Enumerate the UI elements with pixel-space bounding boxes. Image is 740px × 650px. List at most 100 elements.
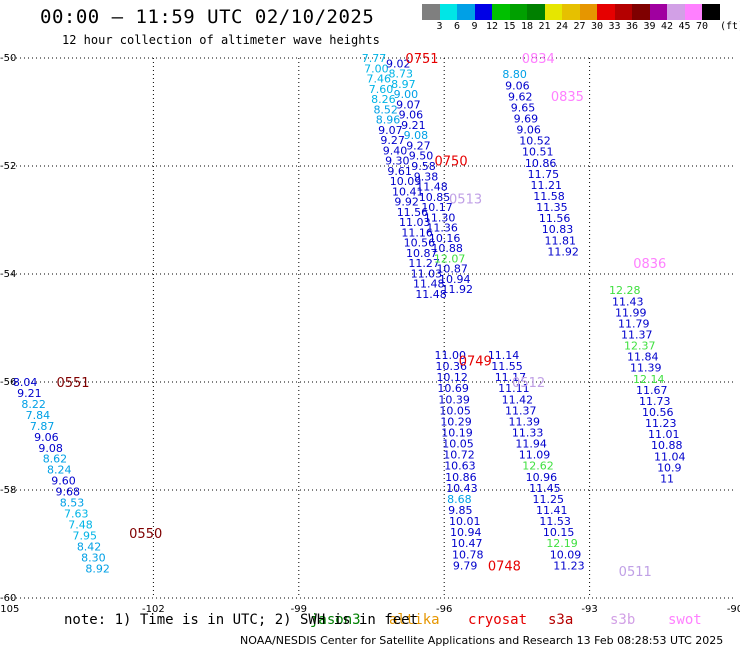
wave-height-label: 11.43 bbox=[612, 295, 644, 308]
wave-height-label: 11.03 bbox=[411, 267, 443, 280]
lat-tick-label: -58 bbox=[0, 485, 16, 496]
color-scale-label: 33 bbox=[608, 21, 621, 32]
wave-height-label: 9.27 bbox=[380, 134, 405, 147]
wave-height-label: 10.78 bbox=[452, 548, 484, 561]
figure-subtitle: 12 hour collection of altimeter wave hei… bbox=[62, 33, 380, 47]
wave-height-label: 7.84 bbox=[26, 409, 51, 422]
wave-height-label: 12.14 bbox=[633, 373, 665, 386]
wave-height-label: 10.96 bbox=[526, 471, 558, 484]
lon-tick-label: -96 bbox=[436, 604, 452, 615]
wave-height-label: 11.48 bbox=[415, 288, 447, 301]
wave-height-label: 11.58 bbox=[533, 190, 565, 203]
wave-height-label: 10.51 bbox=[522, 146, 554, 159]
color-scale-swatch bbox=[422, 4, 440, 20]
pass-time-label: 0836 bbox=[633, 257, 666, 272]
pass-time-label: 0835 bbox=[551, 90, 584, 105]
color-scale-swatch bbox=[457, 4, 475, 20]
wave-height-label: 8.62 bbox=[43, 453, 68, 466]
color-scale-label: 39 bbox=[643, 21, 656, 32]
wave-height-label: 9.08 bbox=[38, 442, 63, 455]
color-scale-label: 9 bbox=[471, 21, 478, 32]
wave-height-label: 11.48 bbox=[416, 181, 448, 194]
color-scale-label: 6 bbox=[453, 21, 461, 32]
wave-height-label: 9.07 bbox=[378, 124, 403, 137]
lon-tick-label: -102 bbox=[142, 604, 165, 615]
wave-height-label: 10.43 bbox=[446, 482, 478, 495]
wave-height-label: 10.01 bbox=[449, 515, 481, 528]
color-scale-swatch bbox=[544, 4, 562, 20]
wave-height-label: 9.62 bbox=[508, 90, 533, 103]
pass-time-label: 0512 bbox=[512, 376, 545, 391]
wave-height-label: 10.56 bbox=[642, 406, 674, 419]
wave-height-label: 9.65 bbox=[511, 101, 536, 114]
wave-height-label: 11.92 bbox=[441, 283, 473, 296]
wave-height-label: 8.97 bbox=[391, 78, 416, 91]
color-scale-labels: 3 6 9 12 15 18 21 24 27 30 33 36 39 42 45 70 bbox=[422, 21, 740, 35]
wave-height-label: 11.17 bbox=[495, 371, 527, 384]
color-scale-swatch bbox=[614, 4, 632, 20]
color-scale-swatch bbox=[474, 4, 492, 20]
wave-height-label: 9.06 bbox=[505, 79, 530, 92]
wave-height-label: 11.73 bbox=[639, 395, 671, 408]
wave-height-label: 11.25 bbox=[533, 493, 565, 506]
wave-height-label: 10.72 bbox=[443, 449, 475, 462]
wave-height-label: 10.56 bbox=[404, 237, 436, 250]
wave-height-label: 9.21 bbox=[401, 119, 426, 132]
wave-height-label: 11.01 bbox=[648, 428, 680, 441]
color-scale-swatch bbox=[579, 4, 597, 20]
wave-height-label: 8.92 bbox=[85, 562, 110, 575]
wave-height-label: 12.19 bbox=[546, 537, 578, 550]
color-scale-label: 45 bbox=[678, 21, 691, 32]
wave-height-label: 11.14 bbox=[488, 349, 520, 362]
color-scale-bar bbox=[422, 4, 720, 20]
wave-height-label: 11.48 bbox=[413, 278, 445, 291]
color-scale-swatch bbox=[527, 4, 545, 20]
wave-height-label: 9.07 bbox=[396, 98, 421, 111]
wave-height-label: 10.19 bbox=[441, 426, 473, 439]
pass-time-label: 0748 bbox=[488, 560, 521, 575]
color-scale-swatch bbox=[597, 4, 615, 20]
wave-height-label: 8.22 bbox=[21, 398, 46, 411]
wave-height-label: 11.75 bbox=[528, 168, 560, 181]
wave-height-label: 10.47 bbox=[451, 537, 483, 550]
note-text: note: 1) Time is in UTC; 2) SWH is in fe… bbox=[64, 612, 419, 628]
lat-tick-label: -54 bbox=[0, 269, 16, 280]
color-scale-swatch bbox=[632, 4, 650, 20]
satellite-legend-jason3: jason3 bbox=[310, 612, 361, 628]
pass-time-label: 0750 bbox=[435, 155, 468, 170]
wave-height-label: 10.12 bbox=[436, 371, 468, 384]
wave-height-label: 10.16 bbox=[429, 232, 461, 245]
wave-height-label: 11.55 bbox=[491, 360, 522, 373]
wave-height-label: 9.92 bbox=[394, 196, 419, 209]
wave-height-label: 11.23 bbox=[553, 559, 585, 572]
wave-height-label: 9.06 bbox=[516, 124, 541, 137]
pass-time-label: 0749 bbox=[459, 354, 492, 369]
color-scale-swatch bbox=[509, 4, 527, 20]
pass-time-label: 0551 bbox=[56, 376, 89, 391]
lat-tick-label: -50 bbox=[0, 53, 16, 64]
wave-height-label: 11.94 bbox=[515, 438, 547, 451]
wave-height-label: 10.88 bbox=[431, 242, 463, 255]
wave-height-label: 11.33 bbox=[512, 426, 544, 439]
wave-height-label: 10.86 bbox=[445, 471, 477, 484]
pass-time-label: 0834 bbox=[522, 52, 555, 67]
wave-height-label: 10.09 bbox=[390, 175, 422, 188]
wave-height-label: 11.21 bbox=[530, 179, 562, 192]
wave-height-label: 8.53 bbox=[60, 497, 85, 510]
wave-height-label: 9.38 bbox=[414, 170, 439, 183]
wave-height-label: 8.42 bbox=[77, 540, 102, 553]
wave-height-label: 9.85 bbox=[448, 504, 473, 517]
wave-height-label: 9.68 bbox=[55, 486, 79, 499]
lat-tick-label: -52 bbox=[0, 161, 16, 172]
wave-height-label: 10.05 bbox=[439, 404, 471, 417]
wave-height-label: 11.42 bbox=[502, 393, 534, 406]
lat-tick-label: -56 bbox=[0, 377, 16, 388]
pass-time-label: 0511 bbox=[619, 565, 652, 580]
lon-tick-label: -105 bbox=[0, 604, 19, 615]
wave-height-label: 10.41 bbox=[392, 185, 424, 198]
wave-height-label: 11.23 bbox=[645, 417, 677, 430]
color-scale-label: 15 bbox=[503, 21, 516, 32]
wave-height-label: 9.79 bbox=[453, 559, 478, 572]
wave-height-label: 11.35 bbox=[536, 201, 568, 214]
wave-height-label: 11.92 bbox=[547, 245, 579, 258]
